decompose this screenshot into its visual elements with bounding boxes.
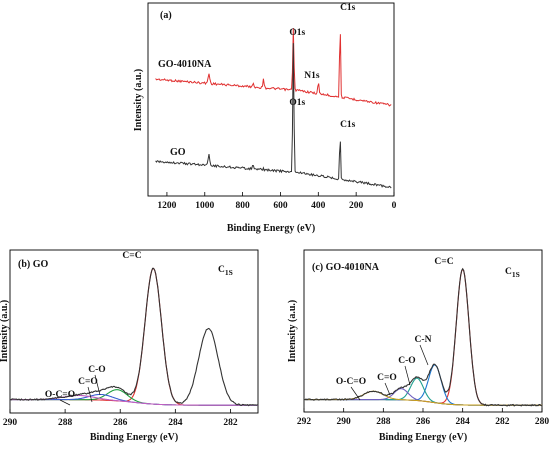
panel-c-corner-main: C	[505, 267, 512, 277]
panel-c-ylabel: Intensity (a.u.)	[287, 300, 298, 363]
panel-a-xtick-label: 800	[235, 201, 250, 211]
component-line-o-c-o	[304, 390, 542, 406]
peak-label-c-o: C-O	[88, 365, 105, 375]
panel-c-series	[303, 267, 543, 407]
peak-label-go-4010na-c1s: C1s	[340, 3, 356, 13]
panel-c-xticks: 292 290 288 286 284 282 280	[297, 408, 550, 427]
panel-b-corner-sub: 1S	[225, 268, 233, 277]
panel-b-xlabel: Binding Energy (eV)	[90, 432, 178, 443]
peak-label-c-n: C-N	[415, 335, 432, 345]
panel-b-peak-labels: C=C C-O C=OO-C=O	[45, 251, 142, 406]
panel-a-xtick-label: 400	[311, 201, 326, 211]
leader-line-c-o	[87, 386, 93, 403]
peak-label-c-o: C=O	[377, 373, 397, 383]
peak-label-go-o1s: O1s	[289, 98, 305, 108]
panel-c-corner-sub: 1S	[512, 270, 520, 279]
panel-a-frame	[147, 2, 395, 197]
series-label-go-4010na: GO-4010NA	[158, 59, 212, 70]
panel-b: (b) GO C1S 290 288 286 284 282 C=C C-O C=OO-C=…	[0, 249, 259, 443]
leader-line-c-o	[384, 382, 391, 396]
panel-c-corner-label: C1S	[505, 267, 520, 279]
peak-label-c-c: C=C	[434, 257, 453, 267]
component-line-c-c	[10, 267, 258, 406]
peak-label-go-c1s: C1s	[340, 120, 356, 130]
series-line-go	[155, 43, 392, 189]
panel-b-ylabel: Intensity (a.u.)	[0, 300, 10, 363]
panel-b-xtick-label: 282	[223, 418, 238, 428]
panel-b-series	[9, 267, 259, 407]
leader-line-o-c-o	[59, 399, 71, 406]
panel-a-ylabel: Intensity (a.u.)	[133, 69, 144, 132]
panel-b-label: (b) GO	[18, 259, 49, 270]
leader-line-c-o	[94, 374, 101, 396]
peak-label-c-o: C-O	[398, 356, 415, 366]
peak-label-go-4010na-n1s: N1s	[304, 71, 320, 81]
envelope-line	[303, 267, 543, 407]
panel-c-xtick-label: 284	[456, 417, 471, 427]
peak-label-o-c-o: O-C=O	[336, 377, 366, 387]
series-line-go-4010na	[155, 27, 392, 107]
leader-line-o-c-o	[350, 386, 361, 401]
panel-a-xtick-label: 1000	[195, 201, 214, 211]
panel-b-xticks: 290 288 286 284 282	[3, 409, 238, 428]
panel-c-xtick-label: 290	[337, 417, 352, 427]
peak-label-c-o: C=O	[78, 377, 98, 387]
panel-b-xtick-label: 286	[113, 418, 128, 428]
panel-c-xtick-label: 292	[297, 417, 312, 427]
panel-c: (c) GO-4010NA C1S 292 290 288 286 284 282 280 …	[287, 249, 550, 443]
panel-c-label: (c) GO-4010NA	[312, 262, 380, 273]
panel-a-xtick-label: 600	[273, 201, 288, 211]
panel-a-label: (a)	[160, 10, 172, 21]
panel-a-xtick-label: 1200	[157, 201, 176, 211]
leader-line-c-n	[419, 344, 429, 366]
peak-label-c-c: C=C	[122, 251, 141, 261]
panel-b-frame	[9, 249, 259, 414]
panel-b-xtick-label: 288	[58, 418, 73, 428]
panel-a-peak-labels: O1s N1s C1s O1s C1s	[289, 3, 355, 130]
panel-c-xtick-label: 286	[416, 417, 431, 427]
panel-a: (a) 1200 1000 800 600 400 200 0 O1s N1s C1s O1s C1…	[133, 2, 397, 234]
panel-b-xtick-label: 290	[3, 418, 18, 428]
peak-label-o-c-o: O-C=O	[45, 390, 75, 400]
panel-b-corner-label: C1S	[218, 265, 233, 277]
panel-a-xticks: 1200 1000 800 600 400 200 0	[157, 192, 397, 211]
panel-b-corner-main: C	[218, 265, 225, 275]
panel-c-xtick-label: 280	[535, 417, 550, 427]
component-line-c-o	[304, 388, 542, 406]
panel-c-xlabel: Binding Energy (eV)	[379, 432, 467, 443]
panel-a-xlabel: Binding Energy (eV)	[227, 223, 315, 234]
panel-c-xtick-label: 282	[495, 417, 510, 427]
peak-label-go-4010na-o1s: O1s	[289, 28, 305, 38]
panel-b-xtick-label: 284	[168, 418, 183, 428]
panel-c-xtick-label: 288	[376, 417, 391, 427]
panel-a-xtick-label: 200	[349, 201, 364, 211]
leader-line-c-o	[404, 365, 411, 386]
envelope-line	[9, 267, 259, 407]
series-label-go: GO	[170, 147, 186, 158]
panel-a-series	[155, 27, 392, 189]
panel-c-peak-labels: C=C C-N C-OC=O O-C=O	[336, 257, 454, 401]
panel-a-xtick-label: 0	[392, 201, 397, 211]
